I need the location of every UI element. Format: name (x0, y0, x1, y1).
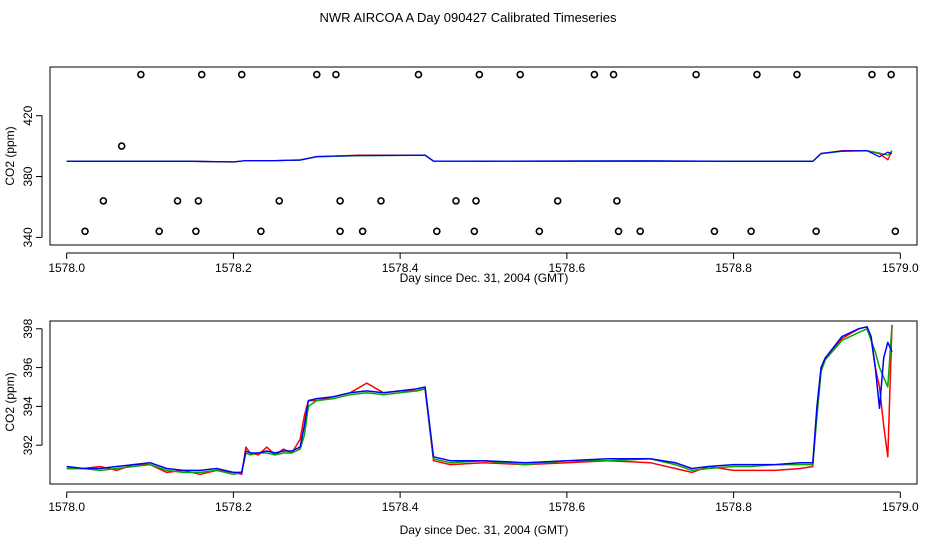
x-tick-label: 1578.4 (382, 261, 419, 275)
chart-title: NWR AIRCOA A Day 090427 Calibrated Times… (320, 10, 617, 25)
calibration-point (475, 70, 484, 79)
calibration-point (812, 227, 820, 236)
bottom-plot-area (66, 324, 893, 476)
y-tick-label: 394 (21, 396, 35, 416)
calibration-point (99, 197, 108, 205)
calibration-point (470, 227, 479, 236)
calibration-point (433, 227, 441, 236)
trace-line (66, 150, 893, 163)
calibration-point (710, 227, 719, 236)
calibration-point (747, 227, 755, 236)
bottom-y-axis-label: CO2 (ppm) (3, 372, 17, 431)
x-tick-label: 1578.6 (549, 500, 586, 514)
series-line (66, 324, 893, 476)
y-tick-label: 398 (21, 318, 35, 338)
calibration-point (237, 70, 246, 79)
calibration-point (197, 70, 206, 79)
x-tick-label: 1578.0 (48, 500, 85, 514)
x-tick-label: 1578.2 (215, 261, 252, 275)
calibration-point (117, 142, 126, 150)
calibration-point (793, 70, 801, 79)
calibration-point (194, 197, 203, 205)
calibration-point (332, 70, 340, 79)
y-tick-label: 340 (21, 227, 35, 247)
x-tick-label: 1578.8 (715, 500, 752, 514)
x-tick-label: 1578.6 (549, 261, 586, 275)
calibration-point (192, 227, 200, 236)
x-tick-label: 1578.2 (215, 500, 252, 514)
calibration-point (636, 227, 645, 236)
x-tick-label: 1578.4 (382, 500, 419, 514)
trace-line (66, 150, 893, 163)
calibration-point (312, 70, 321, 79)
y-tick-label: 392 (21, 435, 35, 455)
calibration-point (692, 70, 700, 79)
top-x-axis: 1578.0 1578.2 1578.4 1578.6 1578.8 1579.0 (48, 252, 919, 275)
calibration-point (614, 227, 623, 236)
y-tick-label: 396 (21, 357, 35, 377)
bottom-panel: 1578.0 1578.2 1578.4 1578.6 1578.8 1579.0 392… (3, 318, 919, 537)
calibration-point (590, 70, 599, 79)
calibration-point (137, 70, 145, 79)
calibration-point (472, 197, 480, 205)
calibration-point (753, 70, 761, 79)
calibration-point (516, 70, 524, 79)
bottom-x-axis-label: Day since Dec. 31, 2004 (GMT) (400, 523, 569, 537)
trace-line (66, 150, 893, 163)
bottom-y-axis: 392 394 396 398 (21, 318, 43, 455)
top-y-axis: 340 380 420 (21, 105, 43, 247)
series-line (66, 326, 893, 474)
calibration-point (336, 227, 344, 236)
bottom-x-axis: 1578.0 1578.2 1578.4 1578.6 1578.8 1579.0 (48, 491, 919, 514)
calibration-point (868, 70, 876, 79)
series-line (66, 324, 893, 476)
calibration-point (336, 197, 344, 205)
calibration-point (275, 197, 284, 205)
calibration-point (609, 70, 618, 79)
calibration-point (887, 70, 895, 79)
top-panel: 1578.0 1578.2 1578.4 1578.6 1578.8 1579.0 340… (3, 66, 919, 285)
y-tick-label: 420 (21, 105, 35, 125)
calibration-point (452, 197, 460, 205)
calibration-point (257, 227, 265, 236)
calibration-point (891, 227, 900, 236)
top-x-axis-label: Day since Dec. 31, 2004 (GMT) (400, 271, 569, 285)
calibration-point (535, 227, 544, 236)
calibration-point (173, 197, 182, 205)
bottom-plot-frame (49, 320, 918, 485)
top-plot-area (66, 70, 900, 236)
calibration-point (81, 227, 89, 236)
calibration-point (358, 227, 367, 236)
calibration-point (377, 197, 385, 205)
calibration-point (553, 197, 562, 205)
y-tick-label: 380 (21, 166, 35, 186)
x-tick-label: 1578.0 (48, 261, 85, 275)
calibration-point (155, 227, 164, 236)
calibration-point (613, 197, 621, 205)
top-y-axis-label: CO2 (ppm) (3, 126, 17, 185)
x-tick-label: 1579.0 (882, 261, 919, 275)
top-plot-frame (49, 66, 918, 246)
x-tick-label: 1578.8 (715, 261, 752, 275)
x-tick-label: 1579.0 (882, 500, 919, 514)
calibration-point (414, 70, 423, 79)
